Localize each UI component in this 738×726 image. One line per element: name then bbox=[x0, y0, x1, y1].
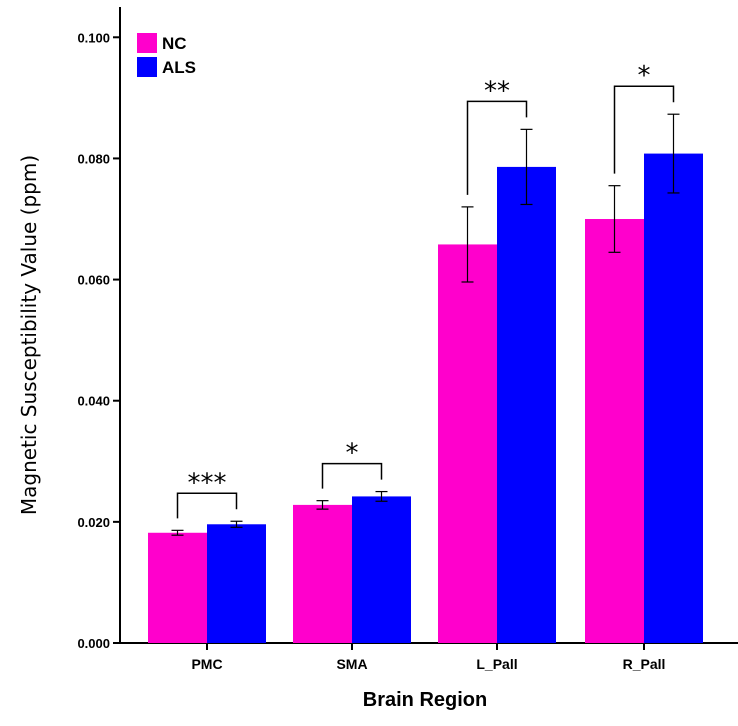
bar-als-pmc bbox=[207, 524, 266, 643]
error-bar bbox=[667, 113, 680, 194]
x-tick-label: SMA bbox=[336, 656, 367, 672]
bar-als-l_pall bbox=[497, 166, 556, 643]
error-bar bbox=[608, 185, 621, 253]
bar-nc-r_pall bbox=[585, 219, 644, 643]
x-axis: PMC SMA L_Pall R_Pall bbox=[120, 642, 738, 672]
legend-swatch bbox=[137, 57, 157, 77]
significance-bracket: ** bbox=[466, 76, 528, 195]
error-bar bbox=[171, 529, 184, 536]
y-tick-label: 0.100 bbox=[77, 30, 110, 45]
error-bars bbox=[171, 113, 680, 536]
significance-bracket: *** bbox=[176, 468, 238, 519]
legend-label: ALS bbox=[162, 58, 196, 77]
significance-label: ** bbox=[484, 76, 510, 106]
error-bar bbox=[230, 520, 243, 528]
y-tick-label: 0.020 bbox=[77, 515, 110, 530]
legend: NC ALS bbox=[137, 33, 196, 77]
error-bar bbox=[375, 490, 388, 502]
bracket-line bbox=[176, 492, 238, 519]
x-tick-label: R_Pall bbox=[623, 656, 666, 672]
bracket-line bbox=[321, 462, 383, 489]
legend-item-als: ALS bbox=[137, 57, 196, 77]
bracket-line bbox=[466, 100, 528, 195]
error-bar bbox=[461, 206, 474, 283]
bar-als-sma bbox=[352, 496, 411, 643]
x-axis-title: Brain Region bbox=[363, 689, 487, 711]
significance-bracket: * bbox=[321, 439, 383, 489]
error-bar bbox=[520, 128, 533, 206]
bars bbox=[148, 153, 703, 643]
significance-label: * bbox=[638, 61, 651, 91]
legend-label: NC bbox=[162, 34, 187, 53]
bar-nc-sma bbox=[293, 504, 352, 643]
x-tick-label: PMC bbox=[191, 656, 222, 672]
significance-label: * bbox=[346, 439, 359, 469]
bar-als-r_pall bbox=[644, 153, 703, 643]
error-bar bbox=[316, 500, 329, 510]
x-tick-label: L_Pall bbox=[476, 656, 517, 672]
bar-nc-l_pall bbox=[438, 244, 497, 643]
bracket-line bbox=[613, 85, 675, 174]
legend-swatch bbox=[137, 33, 157, 53]
y-tick-label: 0.080 bbox=[77, 151, 110, 166]
y-axis-title: Magnetic Susceptibility Value (ppm) bbox=[17, 155, 41, 515]
bar-nc-pmc bbox=[148, 532, 207, 643]
significance-markers: ******* bbox=[176, 61, 675, 519]
y-axis: 0.000 0.020 0.040 0.060 0.080 0.100 bbox=[77, 7, 121, 651]
significance-bracket: * bbox=[613, 61, 675, 174]
legend-item-nc: NC bbox=[137, 33, 187, 53]
y-tick-label: 0.040 bbox=[77, 394, 110, 409]
y-tick-label: 0.000 bbox=[77, 636, 110, 651]
y-tick-label: 0.060 bbox=[77, 273, 110, 288]
significance-label: *** bbox=[188, 468, 227, 498]
